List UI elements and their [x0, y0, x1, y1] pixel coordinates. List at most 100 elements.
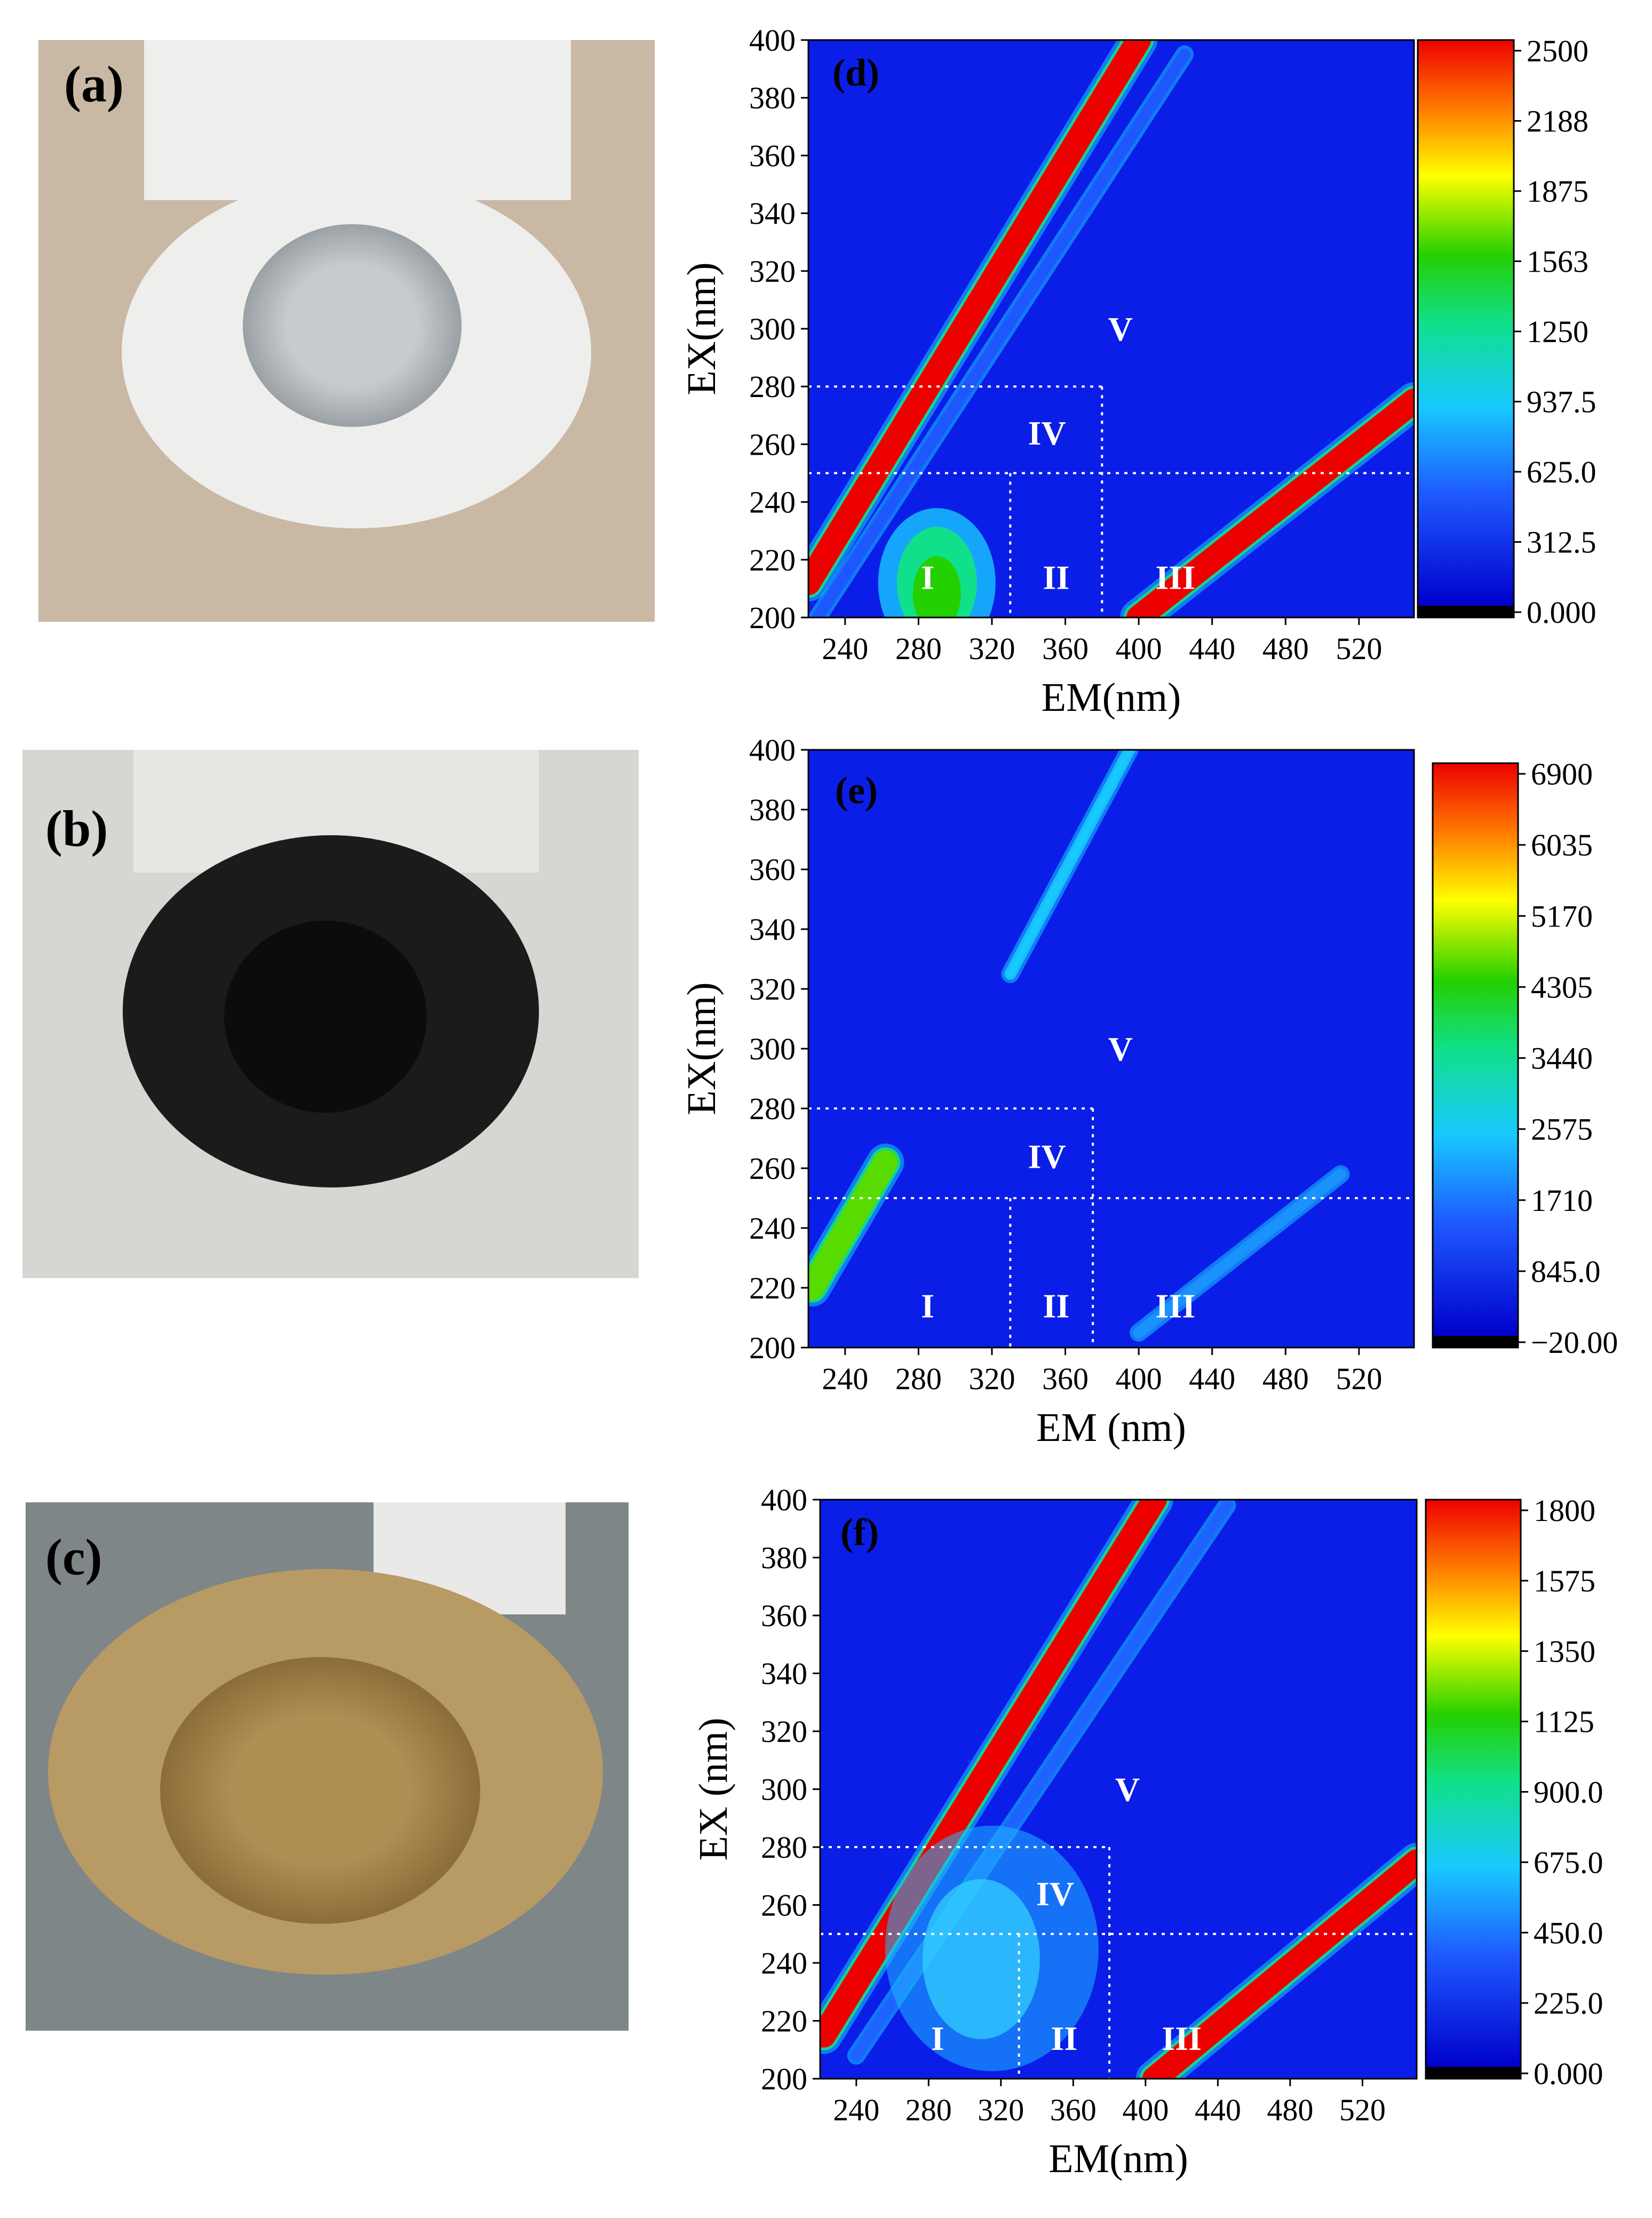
x-tick-label-320: 320: [978, 2093, 1024, 2127]
y-axis-title: EX(nm): [679, 262, 724, 395]
y-tick-label-320: 320: [761, 1714, 807, 1749]
panel-label: (e): [835, 769, 878, 812]
scatter-band-1: [808, 1150, 898, 1300]
colorbar-tick-label-3: 937.5: [1527, 385, 1597, 419]
colorbar-tick-label-1: 225.0: [1534, 1986, 1603, 2021]
y-tick-label-360: 360: [749, 852, 796, 887]
y-tick-label-220: 220: [749, 543, 796, 577]
photo-c-label: (c): [45, 1528, 102, 1586]
y-tick-label-360: 360: [761, 1598, 807, 1633]
photo-a: (a): [38, 40, 655, 622]
colorbar-underflow: [1418, 606, 1514, 617]
region-label-II: II: [1043, 558, 1069, 596]
scatter-band-1: [814, 51, 1188, 617]
x-tick-label-240: 240: [833, 2093, 879, 2127]
x-tick-label-440: 440: [1195, 2093, 1241, 2127]
colorbar-tick-label-2: 1710: [1531, 1183, 1593, 1218]
photo-b-label: (b): [45, 800, 108, 857]
x-tick-label-360: 360: [1042, 1361, 1089, 1396]
photo-c: (c): [26, 1502, 629, 2031]
colorbar-tick-label-8: 6900: [1531, 757, 1593, 791]
colorbar-tick-label-7: 2188: [1527, 104, 1589, 139]
x-tick-label-360: 360: [1042, 631, 1089, 666]
y-tick-label-400: 400: [749, 733, 796, 767]
colorbar-frame: [1432, 762, 1519, 1349]
colorbar-tick-label-1: 845.0: [1531, 1254, 1601, 1289]
x-tick-label-400: 400: [1122, 2093, 1169, 2127]
colorbar-tick-label-6: 1350: [1534, 1634, 1595, 1669]
photo-a-tube-body: [144, 40, 571, 200]
x-tick-label-240: 240: [822, 631, 868, 666]
x-tick-label-320: 320: [968, 1361, 1015, 1396]
y-tick-label-380: 380: [749, 81, 796, 115]
plot-area: [820, 1500, 1417, 2079]
region-label-II: II: [1051, 2019, 1077, 2057]
x-axis-title: EM(nm): [1049, 2136, 1188, 2181]
fluorescence-peak-3: [912, 556, 961, 617]
colorbar-tick-label-0: −20.00: [1531, 1325, 1618, 1360]
scatter-band-2: [1135, 1171, 1344, 1336]
colorbar-underflow: [1433, 1336, 1518, 1348]
region-label-IV: IV: [1028, 1138, 1066, 1176]
y-tick-label-240: 240: [761, 1946, 807, 1981]
y-tick-label-240: 240: [749, 1211, 796, 1246]
region-label-III: III: [1156, 1287, 1196, 1325]
y-tick-label-280: 280: [749, 369, 796, 404]
y-tick-label-300: 300: [761, 1772, 807, 1807]
x-axis-title: EM (nm): [1036, 1405, 1186, 1450]
region-label-II: II: [1043, 1287, 1069, 1325]
y-tick-label-340: 340: [749, 196, 796, 231]
region-label-V: V: [1108, 310, 1133, 348]
x-tick-label-520: 520: [1339, 2093, 1386, 2127]
y-tick-label-260: 260: [749, 1151, 796, 1186]
region-label-III: III: [1162, 2019, 1202, 2057]
region-label-IV: IV: [1036, 1875, 1074, 1913]
scatter-band-0: [820, 1500, 1167, 2048]
x-tick-label-400: 400: [1116, 1361, 1162, 1396]
photo-c-tube-bore: [160, 1657, 480, 1924]
x-tick-label-480: 480: [1262, 1361, 1309, 1396]
x-tick-label-280: 280: [895, 631, 942, 666]
plot-area: [808, 40, 1414, 617]
x-tick-label-400: 400: [1116, 631, 1162, 666]
y-tick-label-200: 200: [761, 2062, 807, 2096]
y-tick-label-260: 260: [761, 1888, 807, 1923]
colorbar-tick-label-0: 0.000: [1534, 2056, 1603, 2091]
colorbar-underflow: [1426, 2067, 1521, 2079]
colorbar-gradient: [1433, 763, 1518, 1336]
region-label-I: I: [921, 1287, 934, 1325]
y-tick-label-320: 320: [749, 254, 796, 289]
photo-a-label: (a): [64, 56, 124, 113]
y-tick-label-400: 400: [761, 1483, 807, 1517]
colorbar-tick-label-4: 1250: [1527, 314, 1589, 349]
region-label-IV: IV: [1028, 414, 1066, 452]
photo-b-tube-bore: [224, 921, 427, 1113]
y-tick-label-300: 300: [749, 312, 796, 346]
region-label-I: I: [931, 2019, 944, 2057]
y-axis-title: EX(nm): [679, 982, 724, 1115]
region-label-V: V: [1108, 1030, 1133, 1068]
scatter-band-2: [1142, 1849, 1417, 2079]
colorbar-tick-label-1: 312.5: [1527, 525, 1597, 560]
colorbar-tick-label-6: 1875: [1527, 174, 1589, 209]
colorbar-gradient: [1418, 40, 1514, 606]
panel-label: (f): [840, 1511, 879, 1554]
y-tick-label-380: 380: [749, 793, 796, 827]
colorbar-tick-label-4: 900.0: [1534, 1775, 1603, 1810]
colorbar-tick-label-3: 2575: [1531, 1112, 1593, 1147]
colorbar-gradient: [1426, 1500, 1521, 2067]
scatter-band-0: [808, 40, 1151, 596]
x-tick-label-480: 480: [1267, 2093, 1313, 2127]
y-tick-label-400: 400: [749, 23, 796, 58]
colorbar-tick-label-6: 5170: [1531, 899, 1593, 933]
y-axis-title: EX (nm): [691, 1717, 736, 1860]
x-tick-label-320: 320: [968, 631, 1015, 666]
x-tick-label-520: 520: [1336, 1361, 1382, 1396]
colorbar-tick-label-5: 1125: [1534, 1705, 1594, 1739]
photo-b: (b): [22, 750, 639, 1278]
scatter-band-0: [1007, 750, 1133, 977]
